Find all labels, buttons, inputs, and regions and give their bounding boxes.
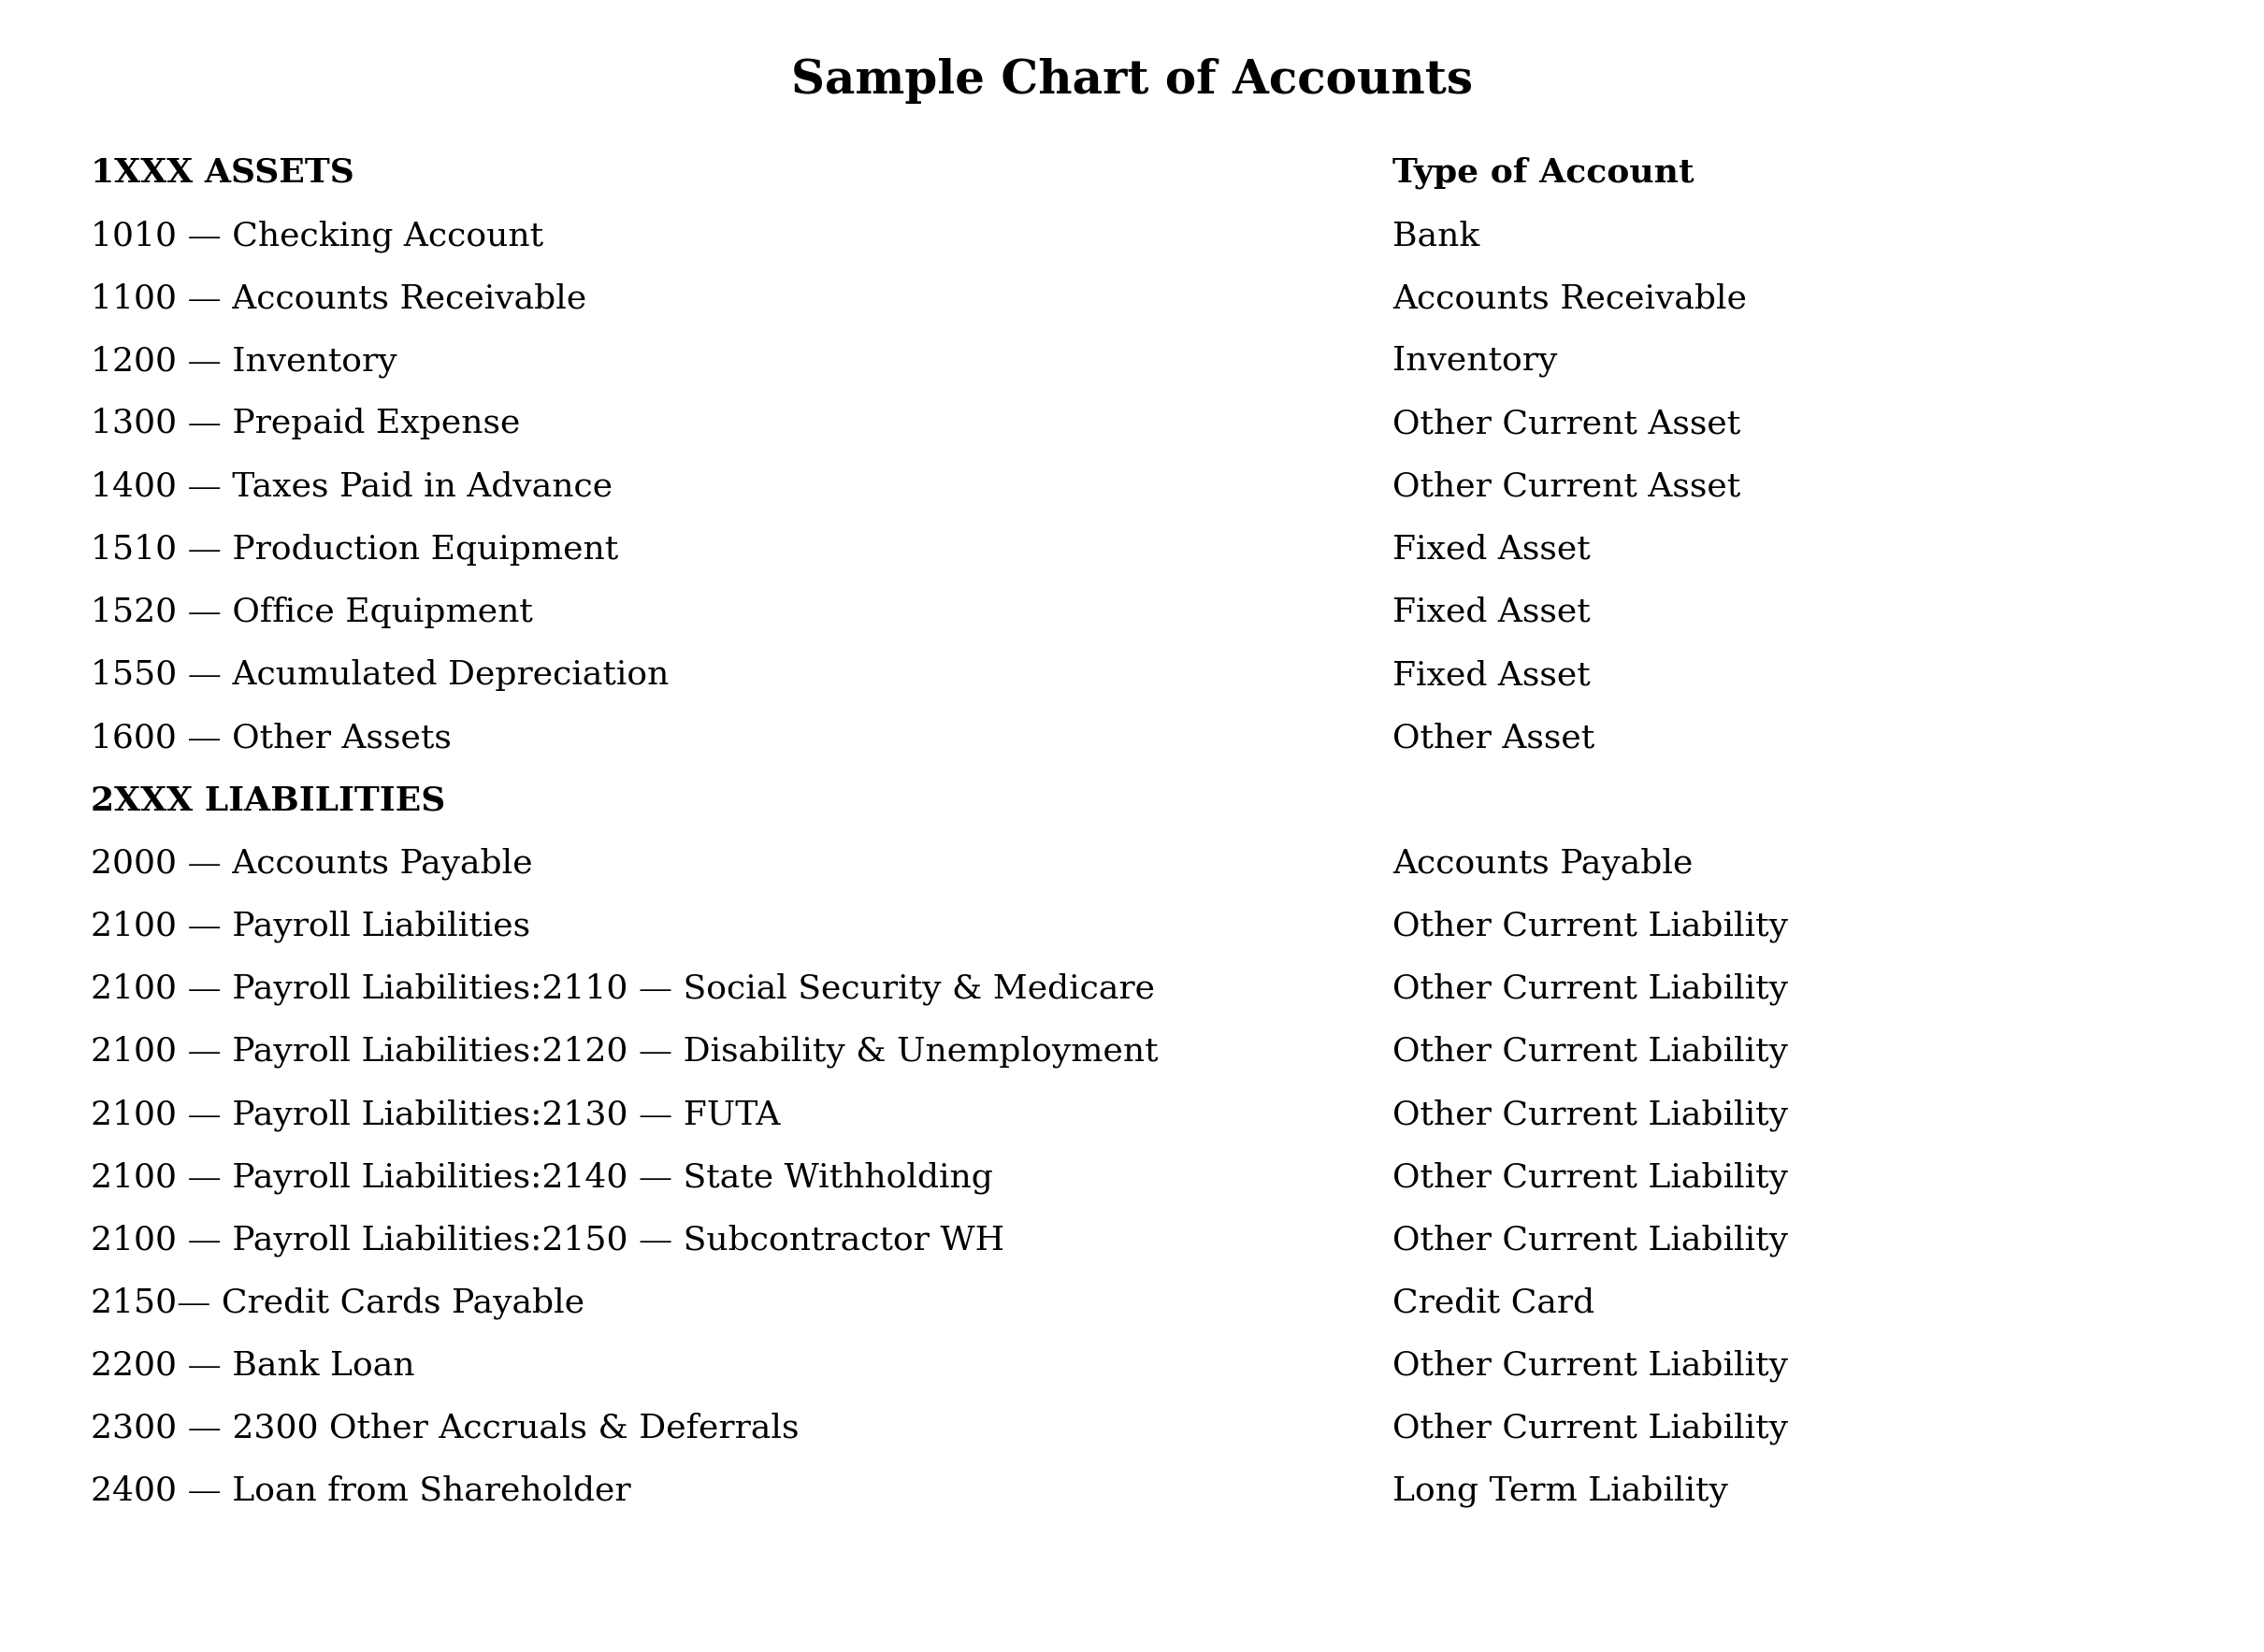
Text: 1550 — Acumulated Depreciation: 1550 — Acumulated Depreciation	[91, 659, 668, 691]
Text: Fixed Asset: Fixed Asset	[1392, 596, 1589, 628]
Text: Other Asset: Other Asset	[1392, 722, 1594, 753]
Text: Other Current Asset: Other Current Asset	[1392, 408, 1741, 439]
Text: 1100 — Accounts Receivable: 1100 — Accounts Receivable	[91, 282, 586, 314]
Text: 2000 — Accounts Payable: 2000 — Accounts Payable	[91, 847, 532, 881]
Text: 2300 — 2300 Other Accruals & Deferrals: 2300 — 2300 Other Accruals & Deferrals	[91, 1412, 799, 1444]
Text: Type of Account: Type of Account	[1392, 157, 1693, 190]
Text: 2100 — Payroll Liabilities:2120 — Disability & Unemployment: 2100 — Payroll Liabilities:2120 — Disabi…	[91, 1036, 1159, 1069]
Text: 2100 — Payroll Liabilities:2130 — FUTA: 2100 — Payroll Liabilities:2130 — FUTA	[91, 1099, 781, 1132]
Text: 1010 — Checking Account: 1010 — Checking Account	[91, 220, 543, 253]
Text: 1520 — Office Equipment: 1520 — Office Equipment	[91, 596, 532, 628]
Text: 2400 — Loan from Shareholder: 2400 — Loan from Shareholder	[91, 1475, 632, 1507]
Text: 1400 — Taxes Paid in Advance: 1400 — Taxes Paid in Advance	[91, 471, 614, 502]
Text: 1510 — Production Equipment: 1510 — Production Equipment	[91, 534, 618, 565]
Text: Fixed Asset: Fixed Asset	[1392, 534, 1589, 565]
Text: Inventory: Inventory	[1392, 345, 1558, 377]
Text: 2XXX LIABILITIES: 2XXX LIABILITIES	[91, 785, 446, 816]
Text: Other Current Liability: Other Current Liability	[1392, 1412, 1789, 1446]
Text: 1200 — Inventory: 1200 — Inventory	[91, 345, 396, 378]
Text: 2100 — Payroll Liabilities:2140 — State Withholding: 2100 — Payroll Liabilities:2140 — State …	[91, 1161, 992, 1194]
Text: Fixed Asset: Fixed Asset	[1392, 659, 1589, 691]
Text: Other Current Liability: Other Current Liability	[1392, 1161, 1789, 1194]
Text: 1600 — Other Assets: 1600 — Other Assets	[91, 722, 451, 753]
Text: Accounts Receivable: Accounts Receivable	[1392, 282, 1748, 314]
Text: Bank: Bank	[1392, 220, 1481, 251]
Text: Sample Chart of Accounts: Sample Chart of Accounts	[790, 58, 1474, 104]
Text: Other Current Liability: Other Current Liability	[1392, 1224, 1789, 1257]
Text: 2100 — Payroll Liabilities:2110 — Social Security & Medicare: 2100 — Payroll Liabilities:2110 — Social…	[91, 973, 1155, 1006]
Text: Long Term Liability: Long Term Liability	[1392, 1475, 1727, 1508]
Text: 1XXX ASSETS: 1XXX ASSETS	[91, 157, 353, 188]
Text: Credit Card: Credit Card	[1392, 1287, 1594, 1318]
Text: Other Current Liability: Other Current Liability	[1392, 973, 1789, 1006]
Text: Other Current Liability: Other Current Liability	[1392, 1350, 1789, 1383]
Text: Other Current Liability: Other Current Liability	[1392, 1099, 1789, 1132]
Text: Accounts Payable: Accounts Payable	[1392, 847, 1693, 881]
Text: Other Current Liability: Other Current Liability	[1392, 910, 1789, 943]
Text: 2100 — Payroll Liabilities: 2100 — Payroll Liabilities	[91, 910, 530, 943]
Text: 2200 — Bank Loan: 2200 — Bank Loan	[91, 1350, 414, 1381]
Text: Other Current Liability: Other Current Liability	[1392, 1036, 1789, 1069]
Text: 1300 — Prepaid Expense: 1300 — Prepaid Expense	[91, 408, 521, 439]
Text: Other Current Asset: Other Current Asset	[1392, 471, 1741, 502]
Text: 2100 — Payroll Liabilities:2150 — Subcontractor WH: 2100 — Payroll Liabilities:2150 — Subcon…	[91, 1224, 1005, 1257]
Text: 2150— Credit Cards Payable: 2150— Credit Cards Payable	[91, 1287, 584, 1320]
